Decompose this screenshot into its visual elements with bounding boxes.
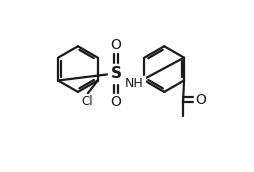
Text: Cl: Cl [81, 95, 93, 108]
Text: O: O [110, 37, 121, 52]
Text: S: S [110, 66, 121, 81]
Text: O: O [195, 93, 206, 107]
Text: NH: NH [125, 77, 144, 90]
Text: O: O [110, 95, 121, 109]
